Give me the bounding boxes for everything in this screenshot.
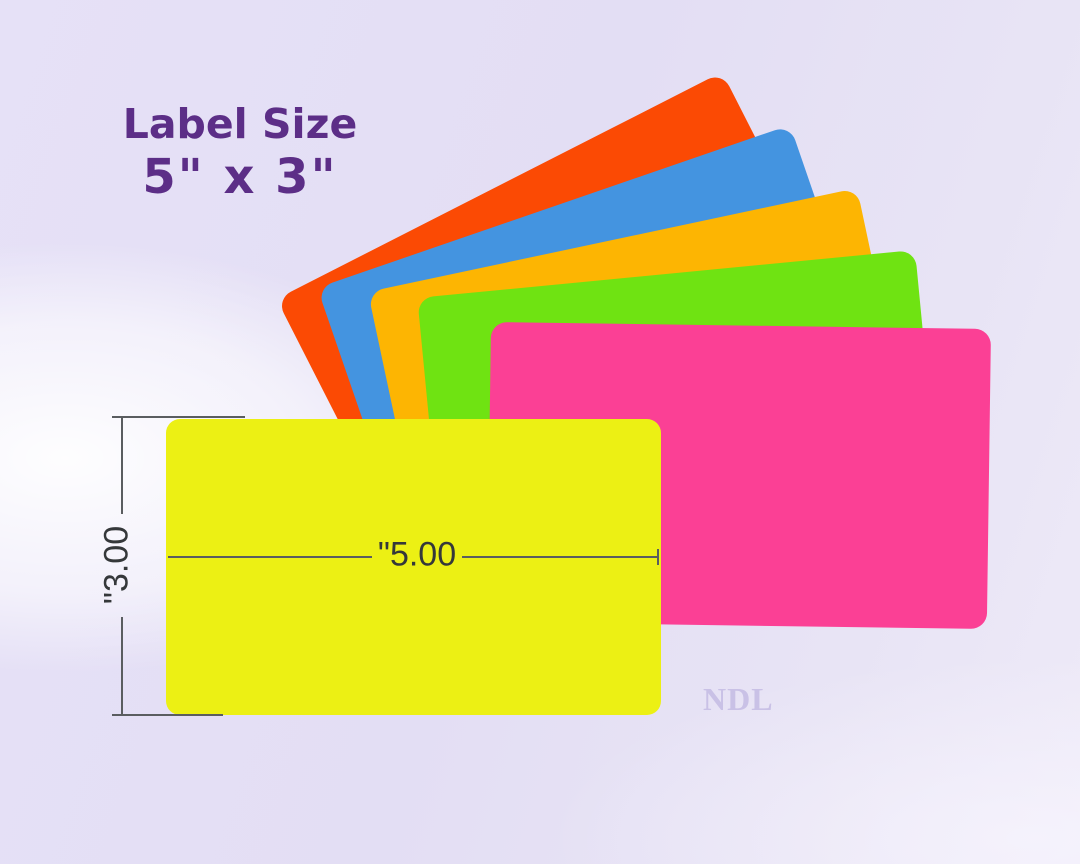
label-size-value: 5" x 3" xyxy=(142,149,338,205)
label-size-title: Label Size xyxy=(122,100,358,148)
brand-watermark: NDL xyxy=(703,681,774,717)
header: Label Size 5" x 3" xyxy=(60,100,420,205)
height-dimension-label: "3.00 xyxy=(97,525,136,605)
dimension-line-vertical-lower xyxy=(121,617,123,715)
dimension-line-vertical-upper xyxy=(121,417,123,514)
width-dimension-label: "5.00 xyxy=(377,535,457,574)
dimension-line-horizontal-left xyxy=(168,556,372,558)
dimension-line-horizontal-right xyxy=(462,556,658,558)
dimension-end-tick xyxy=(657,549,659,565)
dimension-tick-top xyxy=(112,416,245,418)
label-card-yellow-front xyxy=(166,419,661,715)
dimension-tick-bottom xyxy=(112,714,223,716)
